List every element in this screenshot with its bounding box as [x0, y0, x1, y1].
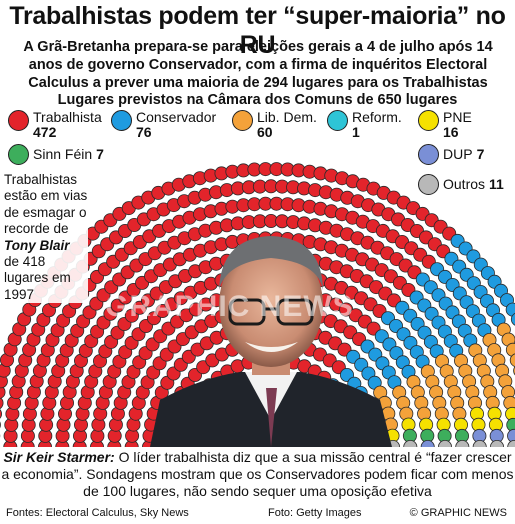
annotation-text-2: de 418 lugares em 1997: [4, 254, 71, 302]
legend-swatch: [327, 110, 348, 131]
seat-dot: [0, 409, 2, 419]
legend-swatch: [111, 110, 132, 131]
subtitle: A Grã-Bretanha prepara-se para eleições …: [23, 39, 493, 91]
legend-item-dup: DUP 7: [418, 144, 484, 165]
legend-label: Conservador: [136, 109, 217, 125]
chart-title: Lugares previstos na Câmara dos Comuns d…: [57, 92, 458, 108]
legend-label: Lib. Dem.: [257, 109, 317, 125]
legend-label: Trabalhista: [33, 109, 102, 125]
seat-dot: [0, 396, 4, 410]
legend-value: 60: [257, 124, 273, 140]
seat-dot: [0, 421, 1, 429]
legend-value: 7: [96, 146, 104, 162]
legend-value: 1: [352, 124, 360, 140]
photo-caption: Sir Keir Starmer: O líder trabalhista di…: [0, 447, 515, 500]
caption-text: O líder trabalhista diz que a sua missão…: [1, 449, 514, 499]
legend-value: 7: [476, 146, 485, 162]
record-annotation: Trabalhistas estão em vias de esmagar o …: [4, 172, 88, 304]
legend-swatch: [418, 110, 439, 131]
legend-swatch: [418, 144, 439, 165]
legend-swatch: [8, 144, 29, 165]
footer: Fontes: Electoral Calculus, Sky News Fot…: [0, 503, 515, 524]
legend-item-pne: PNE 16: [418, 110, 472, 140]
legend-value: 11: [489, 176, 504, 192]
legend-value: 76: [136, 124, 152, 140]
keir-starmer-photo: [150, 236, 392, 447]
caption-person: Sir Keir Starmer:: [3, 449, 115, 465]
seat-dot: [0, 385, 6, 399]
annotation-name: Tony Blair: [4, 237, 70, 253]
legend-value: 16: [443, 124, 459, 140]
legend-item-conservador: Conservador 76: [111, 110, 216, 140]
legend-swatch: [8, 110, 29, 131]
seat-dot: [510, 312, 515, 326]
legend-item-trabalhista: Trabalhista 472: [8, 110, 102, 140]
legend-swatch: [418, 174, 439, 195]
brand-credit: © GRAPHIC NEWS: [409, 507, 507, 519]
photo-credit: Foto: Getty Images: [268, 507, 362, 519]
legend-label: DUP: [443, 146, 473, 162]
headline: Trabalhistas podem ter “super-maioria” n…: [9, 2, 506, 59]
legend-label: Outros: [443, 176, 486, 192]
legend-item-sinn-fein: Sinn Féin 7: [8, 144, 104, 165]
watermark: GRAPHIC NEWS: [105, 290, 354, 323]
legend-item-reform: Reform. 1: [327, 110, 402, 140]
legend-value: 472: [33, 124, 57, 140]
legend-item-libdem: Lib. Dem. 60: [232, 110, 317, 140]
annotation-text-1: Trabalhistas estão em vias de esmagar o …: [4, 172, 88, 237]
legend-swatch: [232, 110, 253, 131]
sources-credit: Fontes: Electoral Calculus, Sky News: [6, 507, 189, 519]
legend-label: PNE: [443, 109, 472, 125]
legend-label: Sinn Féin: [33, 146, 93, 162]
seat-dot: [509, 353, 515, 367]
legend-label: Reform.: [352, 109, 402, 125]
legend-item-outros: Outros 11: [418, 174, 504, 195]
